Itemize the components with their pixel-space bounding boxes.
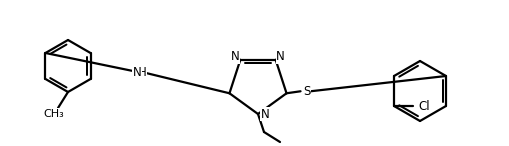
- Text: N: N: [261, 107, 269, 120]
- Text: H: H: [137, 66, 147, 79]
- Text: Cl: Cl: [418, 100, 430, 113]
- Text: N: N: [133, 66, 142, 79]
- Text: N: N: [231, 50, 240, 63]
- Text: S: S: [303, 85, 310, 98]
- Text: N: N: [276, 50, 285, 63]
- Text: CH₃: CH₃: [44, 109, 64, 119]
